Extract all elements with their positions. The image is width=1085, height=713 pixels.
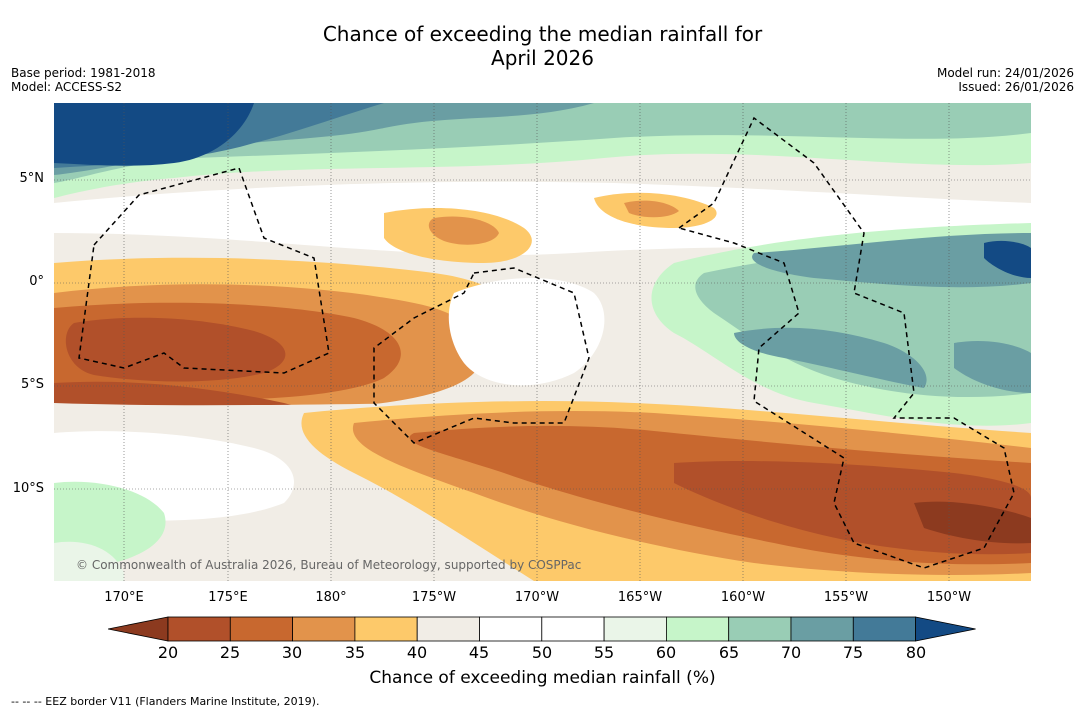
model-run: Model run: 24/01/2026 xyxy=(936,66,1074,80)
colorbar-extend-high xyxy=(915,616,976,642)
lon-label-170e: 170°E xyxy=(104,590,144,605)
cb-tick-70: 70 xyxy=(780,643,802,662)
map-title: Chance of exceeding the median rainfall … xyxy=(322,22,763,70)
cb-tick-35: 35 xyxy=(344,643,366,662)
lon-label-170w: 170°W xyxy=(514,590,560,605)
lon-label-180: 180° xyxy=(315,590,347,605)
cb-tick-30: 30 xyxy=(281,643,303,662)
cb-tick-65: 65 xyxy=(718,643,740,662)
lat-label-5n: 5°N xyxy=(19,171,45,186)
issued-date: Issued: 26/01/2026 xyxy=(958,80,1074,94)
lon-label-155w: 155°W xyxy=(823,590,869,605)
colorbar-segment xyxy=(416,616,480,642)
copyright-notice: © Commonwealth of Australia 2026, Bureau… xyxy=(76,558,582,572)
cb-tick-75: 75 xyxy=(842,643,864,662)
colorbar-segment xyxy=(479,616,543,642)
lat-label-10s: 10°S xyxy=(12,481,44,496)
cb-tick-60: 60 xyxy=(655,643,677,662)
eez-legend: -- -- -- EEZ border V11 (Flanders Marine… xyxy=(11,695,320,708)
lon-label-165w: 165°W xyxy=(617,590,663,605)
model-name: Model: ACCESS-S2 xyxy=(11,80,123,94)
colorbar-extend-low xyxy=(108,616,169,642)
lat-label-0: 0° xyxy=(29,274,44,289)
colorbar-segment xyxy=(790,616,854,642)
colorbar xyxy=(108,616,976,642)
colorbar-segment xyxy=(541,616,605,642)
colorbar-segment xyxy=(728,616,792,642)
meta-right: Model run: 24/01/2026 Issued: 26/01/2026 xyxy=(937,66,1074,94)
base-period: Base period: 1981-2018 xyxy=(11,66,156,80)
lon-label-175w: 175°W xyxy=(411,590,457,605)
cb-tick-20: 20 xyxy=(157,643,179,662)
cb-tick-25: 25 xyxy=(219,643,241,662)
rainfall-map[interactable]: © Commonwealth of Australia 2026, Bureau… xyxy=(54,103,1031,581)
cb-tick-45: 45 xyxy=(468,643,490,662)
map-svg xyxy=(54,103,1031,581)
colorbar-segment xyxy=(229,616,294,642)
colorbar-segment xyxy=(292,616,356,642)
lon-label-160w: 160°W xyxy=(720,590,766,605)
lat-label-5s: 5°S xyxy=(20,377,44,392)
colorbar-segment xyxy=(603,616,667,642)
lon-label-150w: 150°W xyxy=(926,590,972,605)
colorbar-segment xyxy=(666,616,730,642)
cb-tick-80: 80 xyxy=(905,643,927,662)
lon-label-175e: 175°E xyxy=(208,590,248,605)
colorbar-segment xyxy=(354,616,418,642)
cb-tick-50: 50 xyxy=(531,643,553,662)
cb-tick-55: 55 xyxy=(593,643,615,662)
cb-tick-40: 40 xyxy=(406,643,428,662)
meta-left: Base period: 1981-2018 Model: ACCESS-S2 xyxy=(11,66,156,94)
colorbar-segment xyxy=(167,616,231,642)
colorbar-segment xyxy=(852,616,916,642)
colorbar-label: Chance of exceeding median rainfall (%) xyxy=(369,668,716,688)
